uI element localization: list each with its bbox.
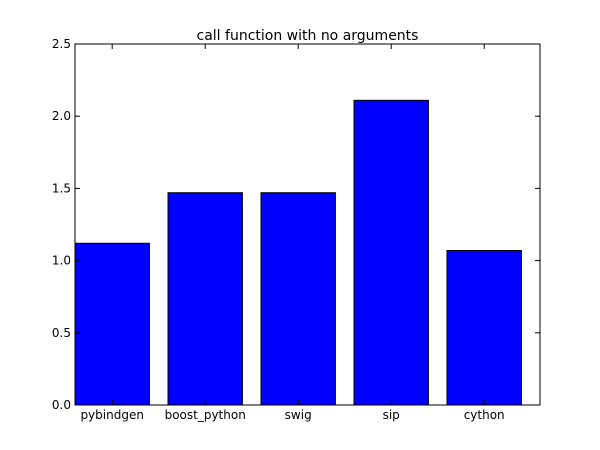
x-tick-label-swig: swig: [285, 408, 312, 422]
x-axis: pybindgen boost_python swig sip cython: [80, 44, 505, 422]
x-tick-label-sip: sip: [383, 408, 400, 422]
y-tick-label: 2.0: [52, 109, 71, 123]
y-tick-label: 2.5: [52, 37, 71, 51]
bar-sip: [353, 99, 429, 406]
y-axis: 0.0 0.5 1.0 1.5 2.0 2.5: [52, 37, 540, 412]
y-tick-label: 1.0: [52, 254, 71, 268]
bar-swig: [260, 192, 336, 406]
x-tick-label-pybindgen: pybindgen: [80, 408, 144, 422]
chart-title: call function with no arguments: [197, 28, 419, 44]
bar-boost-python: [167, 192, 243, 406]
bar-pybindgen: [74, 242, 150, 406]
y-tick-label: 1.5: [52, 181, 71, 195]
x-tick-label-boost-python: boost_python: [165, 408, 246, 422]
plot-frame: [74, 43, 541, 406]
bars-layer: [74, 99, 522, 406]
x-tick-label-cython: cython: [464, 408, 505, 422]
y-tick-label: 0.0: [52, 398, 71, 412]
y-tick-label: 0.5: [52, 326, 71, 340]
bar-cython: [446, 249, 522, 406]
